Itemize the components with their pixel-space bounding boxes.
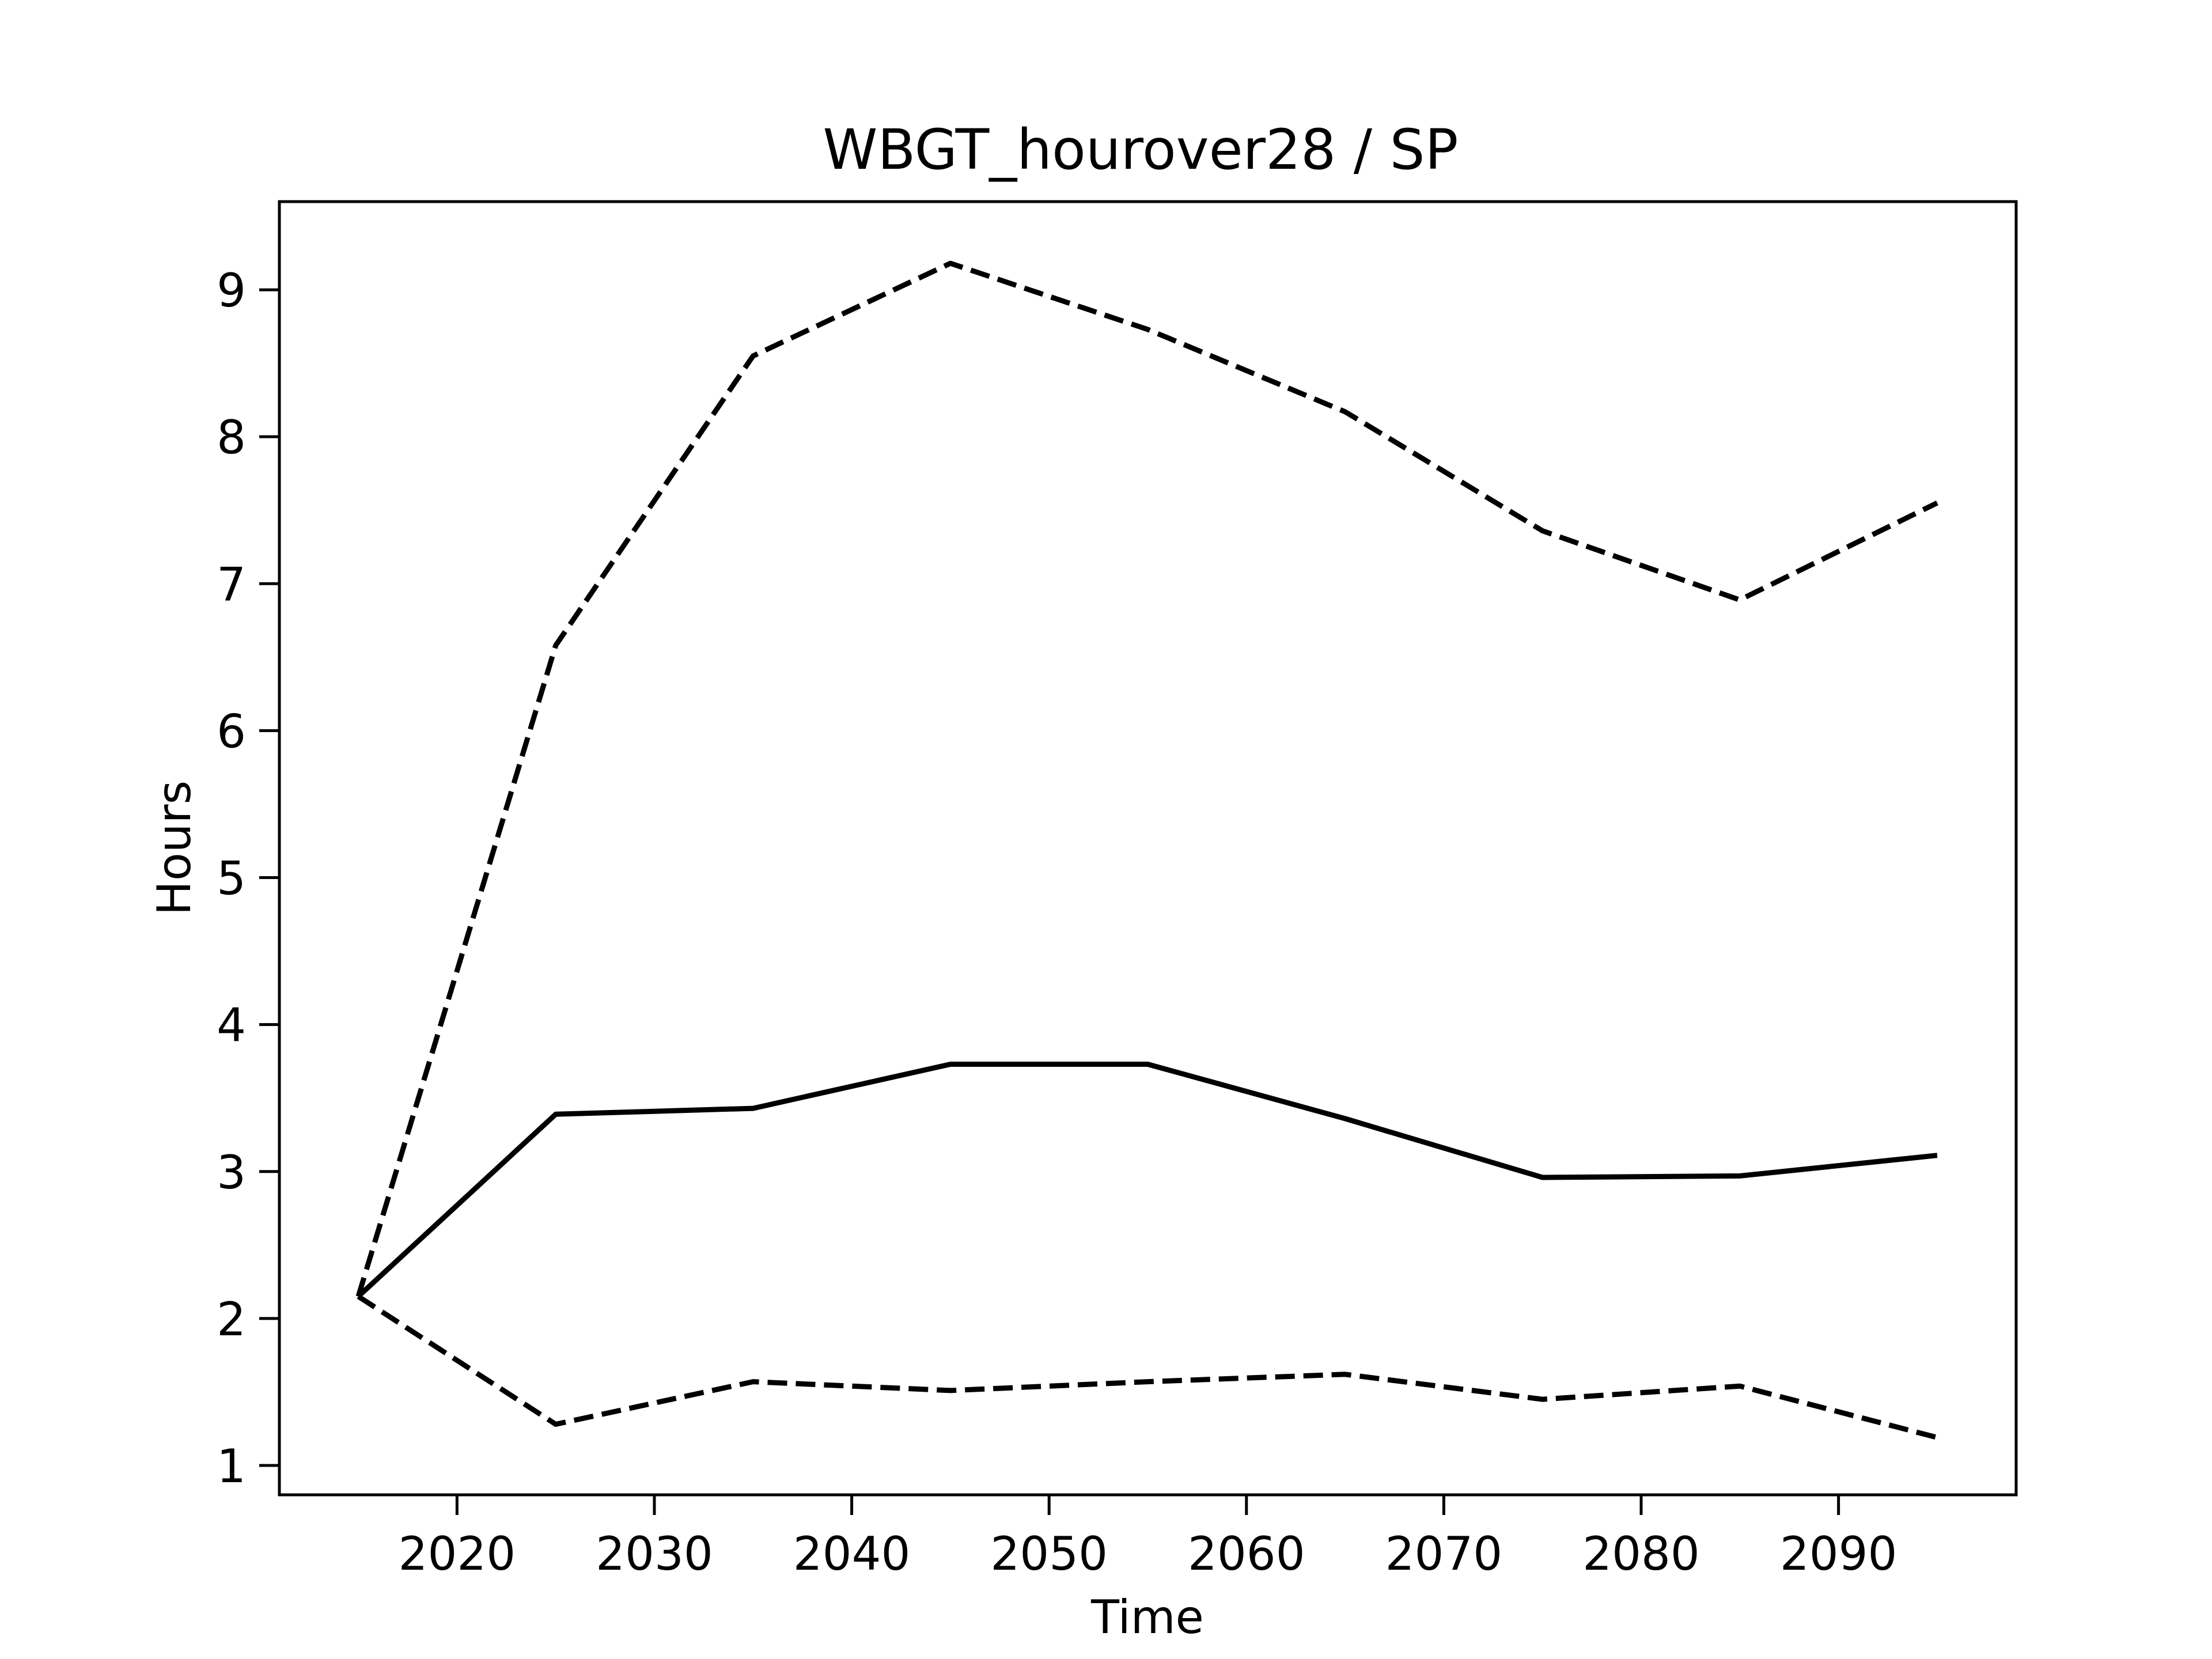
y-tick-label: 9 bbox=[217, 264, 246, 317]
x-tick-label: 2070 bbox=[1385, 1527, 1503, 1581]
series-line-3-dashed bbox=[357, 1294, 1938, 1440]
chart-title: WBGT_hourover28 / SP bbox=[823, 118, 1459, 182]
x-tick-label: 2080 bbox=[1582, 1527, 1700, 1581]
y-tick-label: 3 bbox=[217, 1146, 246, 1199]
y-tick-label: 6 bbox=[217, 704, 246, 758]
series-line-2-dashed bbox=[355, 260, 1938, 1297]
y-tick-label: 1 bbox=[217, 1440, 246, 1493]
x-tick-label: 2020 bbox=[399, 1527, 516, 1581]
y-tick-label: 7 bbox=[217, 558, 246, 611]
series-line-1-solid bbox=[356, 1062, 1938, 1298]
y-axis-label: Hours bbox=[147, 781, 201, 915]
x-tick-label: 2060 bbox=[1188, 1527, 1305, 1581]
x-tick-label: 2030 bbox=[596, 1527, 713, 1581]
x-axis-label: Time bbox=[1090, 1590, 1204, 1644]
y-axis: 1 2 3 4 5 6 7 8 9 bbox=[217, 264, 279, 1493]
x-axis: 2020 2030 2040 2050 2060 2070 2080 2090 bbox=[399, 1495, 1897, 1581]
x-tick-label: 2050 bbox=[990, 1527, 1108, 1581]
y-tick-label: 8 bbox=[217, 411, 246, 464]
y-tick-label: 5 bbox=[217, 852, 246, 906]
y-tick-label: 2 bbox=[217, 1293, 246, 1346]
plot-marks bbox=[355, 260, 1938, 1440]
y-tick-label: 4 bbox=[217, 999, 246, 1052]
plot-frame bbox=[278, 200, 2018, 1497]
x-tick-label: 2090 bbox=[1780, 1527, 1897, 1581]
x-tick-label: 2040 bbox=[793, 1527, 911, 1581]
